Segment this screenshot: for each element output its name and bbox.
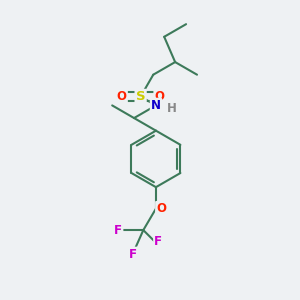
Text: O: O — [117, 90, 127, 103]
Text: S: S — [136, 90, 146, 103]
Text: O: O — [154, 90, 165, 103]
Text: H: H — [167, 102, 177, 115]
Text: F: F — [114, 224, 122, 237]
Text: F: F — [129, 248, 137, 261]
Text: F: F — [154, 235, 162, 248]
Text: N: N — [151, 99, 161, 112]
Text: O: O — [156, 202, 166, 215]
